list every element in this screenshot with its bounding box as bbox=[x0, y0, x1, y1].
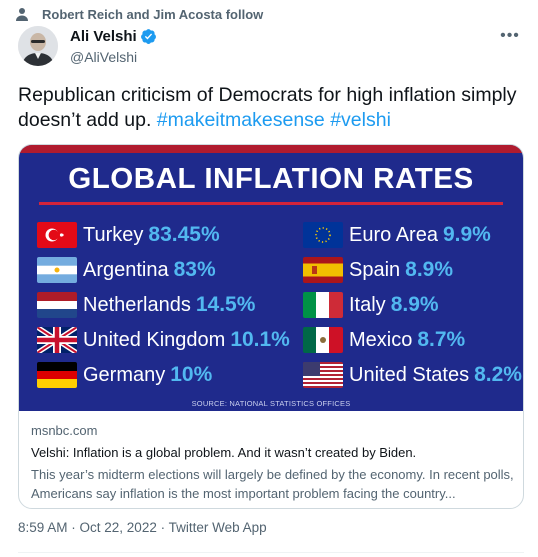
country-row: Spain 8.9% bbox=[303, 255, 453, 285]
country-rate: 10% bbox=[170, 363, 213, 386]
country-name: Spain bbox=[349, 258, 401, 281]
country-name: Euro Area bbox=[349, 223, 438, 246]
tweet-date[interactable]: Oct 22, 2022 bbox=[79, 520, 157, 535]
country-name: United States bbox=[349, 363, 470, 386]
person-icon bbox=[14, 6, 30, 22]
country-row: Germany 10% bbox=[37, 360, 212, 390]
author-handle[interactable]: @AliVelshi bbox=[70, 49, 138, 65]
card-domain: msnbc.com bbox=[31, 423, 98, 438]
more-options-icon[interactable]: ••• bbox=[500, 27, 520, 44]
country-rate: 83% bbox=[173, 258, 216, 281]
country-row: United States 8.2% bbox=[303, 360, 522, 390]
card-description: This year’s midterm elections will large… bbox=[31, 467, 514, 501]
country-rate: 8.2% bbox=[474, 363, 522, 386]
tweet-body: Republican criticism of Democrats for hi… bbox=[18, 84, 517, 131]
country-rate: 10.1% bbox=[230, 328, 290, 351]
country-name: Netherlands bbox=[83, 293, 191, 316]
avatar[interactable] bbox=[18, 26, 58, 66]
country-row: Turkey 83.45% bbox=[37, 220, 220, 250]
country-row: Argentina 83% bbox=[37, 255, 216, 285]
link-card[interactable]: GLOBAL INFLATION RATES Turkey 83.45% Arg… bbox=[18, 144, 524, 509]
graphic-source: SOURCE: NATIONAL STATISTICS OFFICES bbox=[191, 399, 351, 408]
netherlands-flag-icon bbox=[37, 292, 77, 318]
verified-badge-icon bbox=[140, 28, 157, 45]
country-name: Argentina bbox=[83, 258, 169, 281]
country-name: Italy bbox=[349, 293, 386, 316]
tweet-meta: 8:59 AM · Oct 22, 2022 · Twitter Web App bbox=[18, 520, 267, 535]
meta-separator: · bbox=[156, 520, 169, 535]
card-title: Velshi: Inflation is a global problem. A… bbox=[31, 445, 417, 460]
uk-flag-icon bbox=[37, 327, 77, 353]
country-rate: 9.9% bbox=[442, 223, 491, 246]
country-rate: 8.9% bbox=[390, 293, 439, 316]
country-rate: 8.7% bbox=[417, 328, 466, 351]
country-rate: 8.9% bbox=[405, 258, 454, 281]
card-body[interactable]: msnbc.com Velshi: Inflation is a global … bbox=[19, 411, 523, 503]
graphic-title: GLOBAL INFLATION RATES bbox=[68, 163, 474, 195]
meta-separator: · bbox=[67, 520, 80, 535]
hashtag-link[interactable]: #velshi bbox=[330, 109, 391, 131]
social-context-text: Robert Reich and Jim Acosta follow bbox=[42, 6, 264, 22]
tweet-time[interactable]: 8:59 AM bbox=[18, 520, 68, 535]
country-name: Mexico bbox=[349, 328, 413, 351]
country-name: United Kingdom bbox=[83, 328, 226, 351]
turkey-flag-icon bbox=[37, 222, 77, 248]
country-row: Euro Area 9.9% bbox=[303, 220, 491, 250]
graphic-divider bbox=[39, 202, 503, 205]
country-row: United Kingdom 10.1% bbox=[37, 325, 290, 355]
country-rate: 14.5% bbox=[195, 293, 256, 316]
country-name: Turkey bbox=[83, 223, 144, 246]
divider bbox=[18, 552, 524, 553]
italy-flag-icon bbox=[303, 292, 343, 318]
spain-flag-icon bbox=[303, 257, 343, 283]
graphic-top-band bbox=[19, 145, 523, 153]
country-name: Germany bbox=[83, 363, 166, 386]
country-row: Italy 8.9% bbox=[303, 290, 439, 320]
mexico-flag-icon bbox=[303, 327, 343, 353]
us-flag-icon bbox=[303, 362, 343, 388]
country-rate: 83.45% bbox=[148, 223, 220, 246]
tweet-text: Republican criticism of Democrats for hi… bbox=[18, 83, 523, 133]
eu-flag-icon bbox=[303, 222, 343, 248]
social-context[interactable]: Robert Reich and Jim Acosta follow bbox=[14, 6, 263, 22]
germany-flag-icon bbox=[37, 362, 77, 388]
argentina-flag-icon bbox=[37, 257, 77, 283]
country-row: Mexico 8.7% bbox=[303, 325, 465, 355]
card-image[interactable]: GLOBAL INFLATION RATES Turkey 83.45% Arg… bbox=[19, 145, 523, 411]
author-name[interactable]: Ali Velshi bbox=[70, 28, 137, 45]
tweet-source[interactable]: Twitter Web App bbox=[168, 520, 267, 535]
author-name-row[interactable]: Ali Velshi bbox=[70, 28, 157, 45]
hashtag-link[interactable]: #makeitmakesense bbox=[156, 109, 325, 131]
country-row: Netherlands 14.5% bbox=[37, 290, 255, 320]
